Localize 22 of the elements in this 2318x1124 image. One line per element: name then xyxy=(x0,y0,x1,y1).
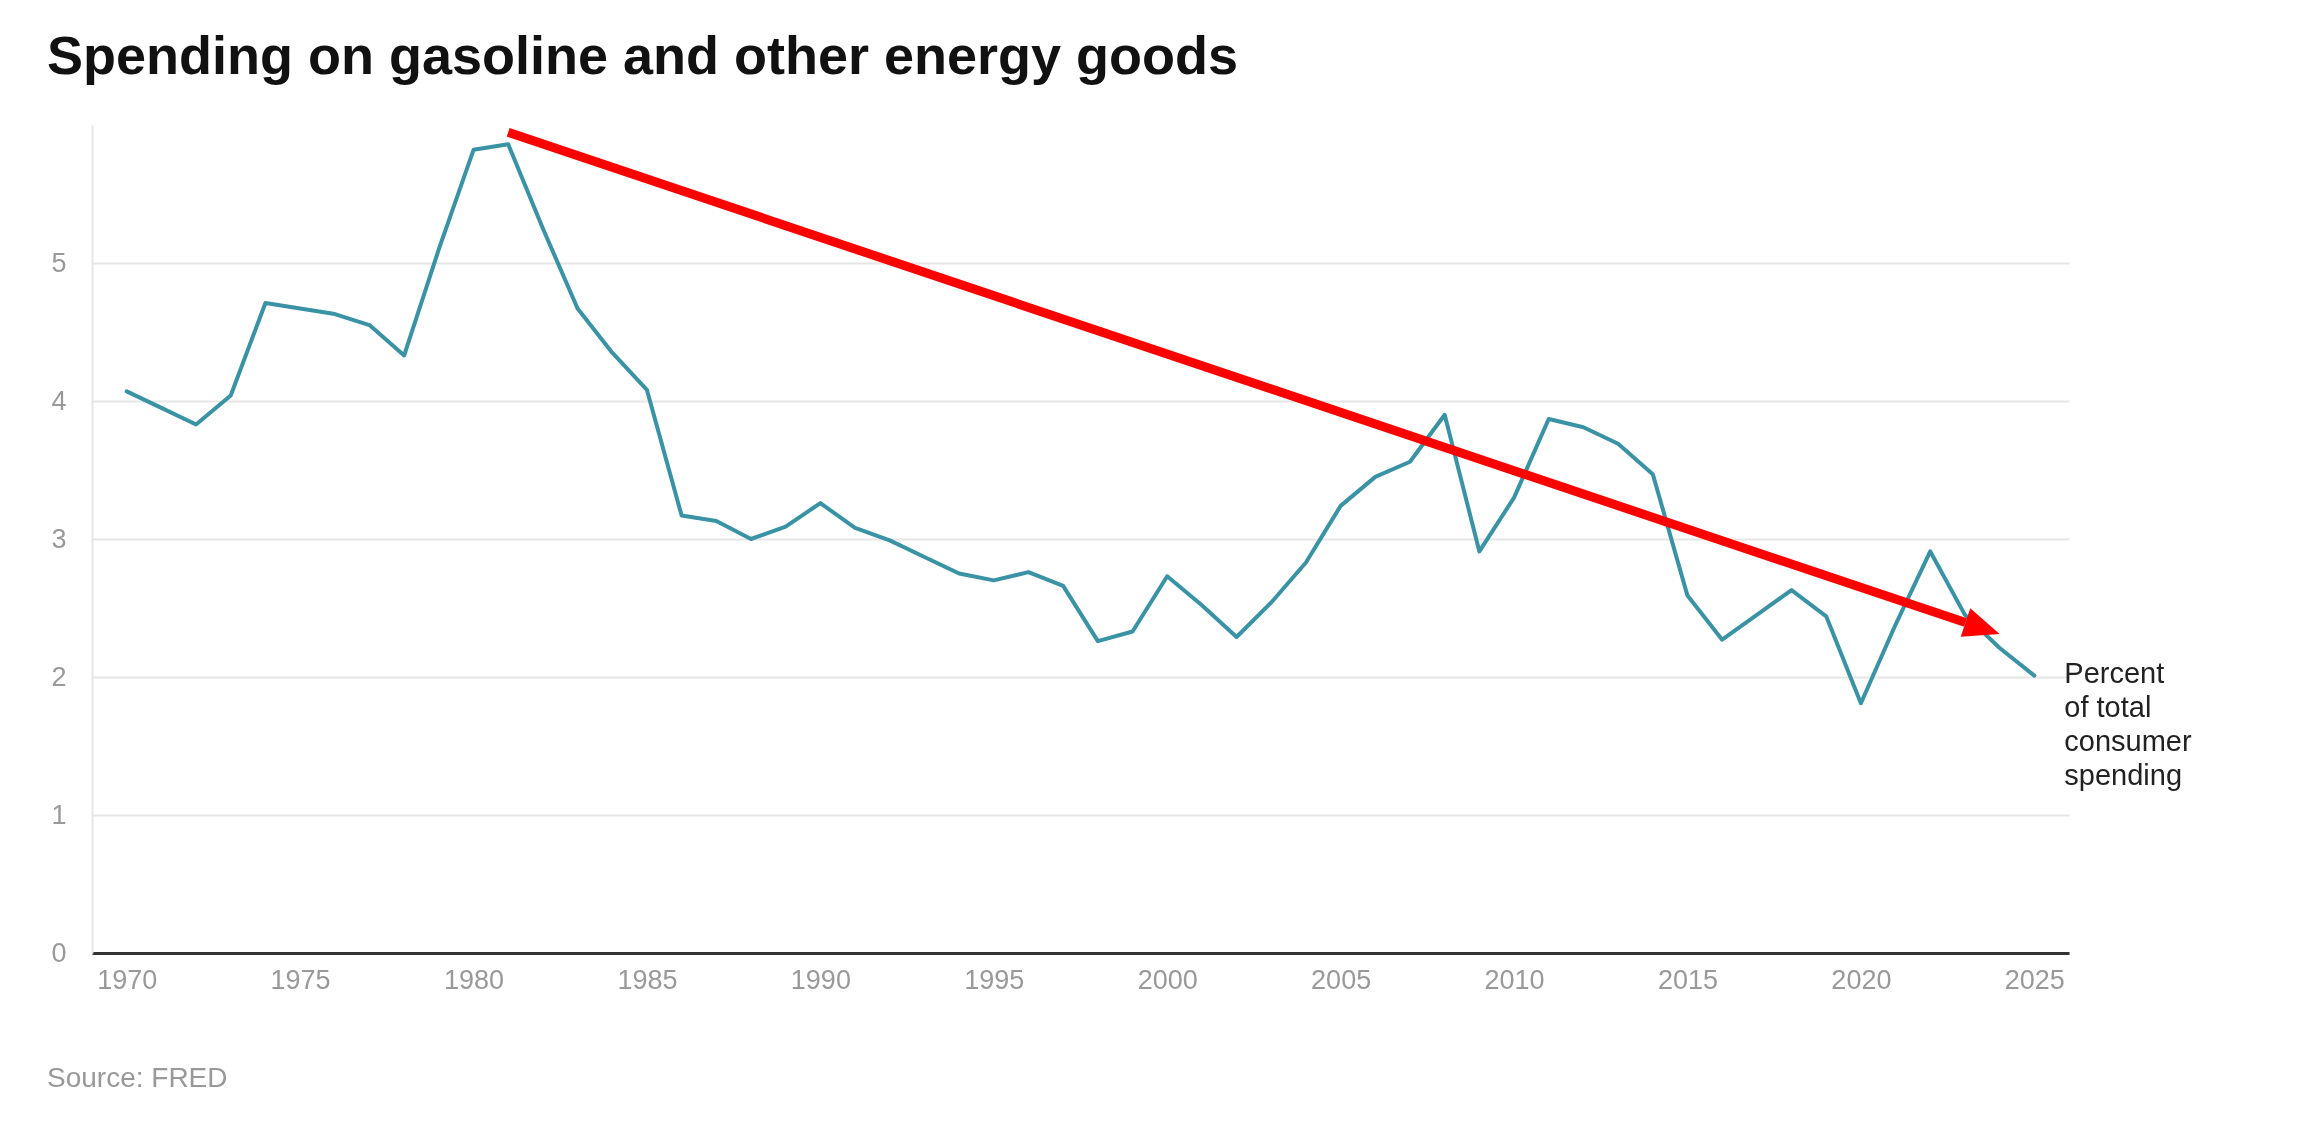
x-tick-label: 2025 xyxy=(2004,964,2065,995)
x-tick-label: 2020 xyxy=(1831,964,1892,995)
y-tick-label: 4 xyxy=(51,385,67,416)
x-tick-label: 1985 xyxy=(617,964,678,995)
y-tick-label: 0 xyxy=(51,937,67,968)
x-tick-label: 2005 xyxy=(1311,964,1372,995)
line-series xyxy=(124,142,2037,706)
chart-title: Spending on gasoline and other energy goods xyxy=(47,25,1239,85)
y-tick-label: 2 xyxy=(51,661,67,692)
y-tick-label: 5 xyxy=(51,247,67,278)
source-note: Source: FRED xyxy=(47,1062,228,1094)
y-tick-label: 1 xyxy=(51,799,67,830)
x-tick-label: 1990 xyxy=(790,964,851,995)
x-tick-label: 1980 xyxy=(443,964,505,995)
x-tick-label: 1975 xyxy=(270,964,331,995)
x-tick-label: 2015 xyxy=(1657,964,1719,995)
x-tick-label: 2010 xyxy=(1484,964,1545,995)
series-label: Percent of total consumer spending xyxy=(2064,656,2192,791)
y-tick-label: 3 xyxy=(51,523,67,554)
x-tick-label: 1995 xyxy=(964,964,1025,995)
x-tick-label: 2000 xyxy=(1137,964,1198,995)
x-tick-label: 1970 xyxy=(97,964,158,995)
